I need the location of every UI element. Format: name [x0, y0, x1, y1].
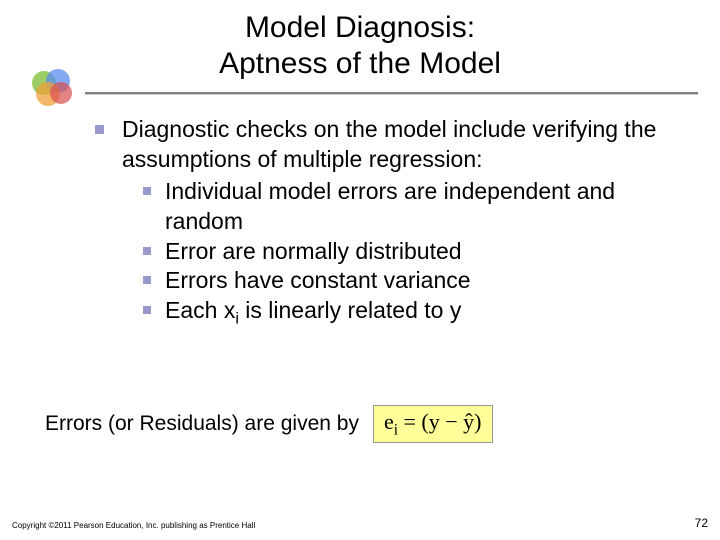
sub-bullet-row: Errors have constant variance: [143, 266, 680, 296]
title-divider: [85, 92, 698, 94]
formula-lhs: e: [384, 409, 394, 434]
square-bullet-icon: [143, 187, 151, 195]
formula-minus: −: [440, 409, 463, 434]
formula-y: y: [429, 409, 440, 434]
square-bullet-icon: [143, 276, 151, 284]
sub-bullet-row: Error are normally distributed: [143, 237, 680, 267]
slide: Model Diagnosis: Aptness of the Model Di…: [0, 0, 720, 540]
sub-bullet-text: Individual model errors are independent …: [165, 177, 680, 237]
formula-box: ei = (y − ŷ): [373, 405, 493, 443]
title-area: Model Diagnosis: Aptness of the Model: [0, 0, 720, 86]
venn-logo-icon: [28, 68, 78, 108]
footer: Copyright ©2011 Pearson Education, Inc. …: [12, 516, 708, 530]
page-number: 72: [695, 516, 708, 530]
square-bullet-icon: [143, 306, 151, 314]
slide-title-line1: Model Diagnosis:: [0, 10, 720, 46]
residual-label: Errors (or Residuals) are given by: [45, 412, 359, 436]
sub-bullet-row: Each xi is linearly related to y: [143, 296, 680, 330]
formula-eq: =: [398, 409, 421, 434]
square-bullet-icon: [143, 247, 151, 255]
sub-bullet-text: Each xi is linearly related to y: [165, 296, 461, 330]
content-area: Diagnostic checks on the model include v…: [95, 115, 680, 330]
sub-bullet-part: Each x: [165, 297, 235, 323]
main-bullet-text: Diagnostic checks on the model include v…: [122, 115, 680, 175]
copyright-text: Copyright ©2011 Pearson Education, Inc. …: [12, 521, 255, 530]
formula-open: (: [421, 409, 428, 434]
formula-yhat: ŷ: [463, 409, 474, 434]
sub-bullet-part: is linearly related to y: [239, 297, 461, 323]
main-bullet-row: Diagnostic checks on the model include v…: [95, 115, 680, 175]
formula-close: ): [474, 409, 481, 434]
slide-title-line2: Aptness of the Model: [0, 46, 720, 82]
square-bullet-icon: [95, 125, 104, 134]
sub-bullet-row: Individual model errors are independent …: [143, 177, 680, 237]
sub-bullet-list: Individual model errors are independent …: [143, 177, 680, 330]
sub-bullet-text: Errors have constant variance: [165, 266, 471, 296]
sub-bullet-text: Error are normally distributed: [165, 237, 462, 267]
residual-line: Errors (or Residuals) are given by ei = …: [45, 405, 493, 443]
